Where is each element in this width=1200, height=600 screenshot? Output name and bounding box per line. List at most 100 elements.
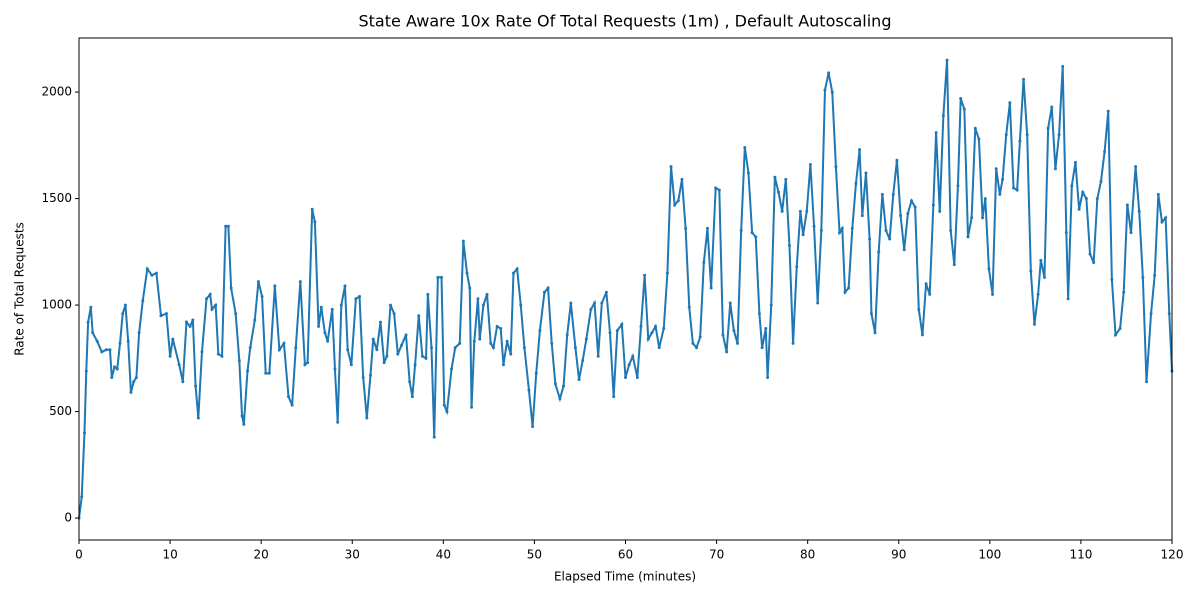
data-point <box>171 337 175 341</box>
data-point <box>910 199 914 203</box>
data-point <box>798 209 802 213</box>
data-point <box>823 88 827 92</box>
data-point <box>1122 290 1126 294</box>
x-tick-label: 80 <box>800 548 815 562</box>
data-point <box>691 341 695 345</box>
data-point <box>145 267 149 271</box>
data-point <box>760 346 764 350</box>
data-point <box>196 416 200 420</box>
data-point <box>952 263 956 267</box>
data-point <box>420 354 424 358</box>
data-point <box>159 314 163 318</box>
data-point <box>1061 65 1065 69</box>
data-point <box>1066 297 1070 301</box>
data-point <box>843 290 847 294</box>
data-point <box>620 322 624 326</box>
data-point <box>728 301 732 305</box>
data-point <box>440 275 444 279</box>
plot-frame <box>78 37 1173 541</box>
data-point <box>702 260 706 264</box>
data-point <box>764 327 768 331</box>
data-point <box>208 292 212 296</box>
data-point <box>181 380 185 384</box>
data-point <box>303 363 307 367</box>
data-point <box>113 365 117 369</box>
data-point <box>349 363 353 367</box>
data-point <box>627 363 631 367</box>
data-point <box>294 346 298 350</box>
data-point <box>895 158 899 162</box>
data-point <box>850 226 854 230</box>
x-tick-label: 10 <box>162 548 177 562</box>
data-point <box>787 243 791 247</box>
data-point <box>784 177 788 181</box>
data-point <box>132 380 136 384</box>
data-point <box>1095 197 1099 201</box>
data-point <box>137 331 141 335</box>
data-point <box>354 297 358 301</box>
data-point <box>977 137 981 141</box>
data-point <box>519 303 523 307</box>
data-point <box>495 324 499 328</box>
data-point <box>1050 105 1054 109</box>
data-point <box>941 114 945 118</box>
data-point <box>994 167 998 171</box>
data-point <box>450 367 454 371</box>
data-point <box>1137 209 1141 213</box>
data-point <box>461 239 465 243</box>
data-point <box>624 375 627 379</box>
data-point <box>827 71 831 75</box>
data-point <box>1004 133 1008 137</box>
data-point <box>1129 231 1133 235</box>
data-point <box>665 271 669 275</box>
data-point <box>1110 278 1114 282</box>
data-point <box>229 286 233 290</box>
data-point <box>1081 190 1085 194</box>
x-tick-label: 110 <box>1069 548 1092 562</box>
data-point <box>375 348 379 352</box>
chart-title: State Aware 10x Rate Of Total Requests (… <box>359 12 892 31</box>
data-point <box>396 352 400 356</box>
data-point <box>750 231 754 235</box>
data-point <box>429 346 433 350</box>
data-point <box>676 199 680 203</box>
data-point <box>290 403 294 407</box>
data-point <box>1088 252 1092 256</box>
data-point <box>680 177 684 181</box>
data-point <box>931 203 935 207</box>
data-point <box>408 380 412 384</box>
data-point <box>485 292 489 296</box>
data-point <box>424 356 428 360</box>
data-point <box>470 405 474 409</box>
data-point <box>426 292 430 296</box>
data-point <box>436 275 440 279</box>
data-point <box>1099 180 1103 184</box>
data-point <box>612 395 616 399</box>
data-point <box>773 175 777 179</box>
data-point <box>515 267 519 271</box>
data-point <box>608 331 612 335</box>
data-point <box>860 214 864 218</box>
data-point <box>1103 150 1107 154</box>
data-point <box>1025 133 1029 137</box>
data-point <box>100 350 104 354</box>
x-tick-label: 120 <box>1161 548 1184 562</box>
data-point <box>1032 322 1036 326</box>
data-point <box>801 233 805 237</box>
data-point <box>95 339 99 343</box>
data-point <box>877 250 881 254</box>
data-point <box>1064 231 1068 235</box>
data-point <box>736 341 740 345</box>
data-point <box>966 235 970 239</box>
data-point <box>553 382 557 386</box>
data-point <box>987 267 991 271</box>
data-point <box>336 420 340 424</box>
data-point <box>188 324 192 328</box>
data-point <box>84 369 88 373</box>
x-tick-label: 100 <box>978 548 1001 562</box>
data-point <box>141 299 145 303</box>
data-point <box>673 203 677 207</box>
data-point <box>746 171 750 175</box>
data-point <box>830 90 834 94</box>
data-point <box>938 209 942 213</box>
